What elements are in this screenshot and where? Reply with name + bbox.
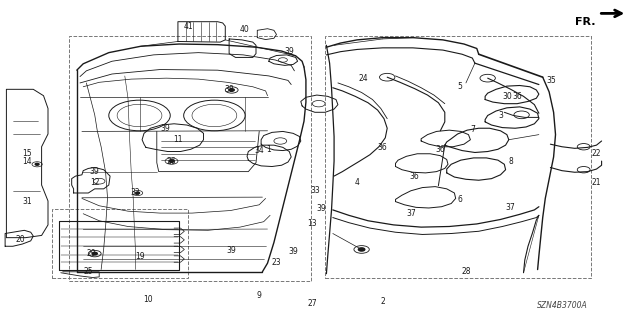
Text: 11: 11 [173,135,182,144]
Text: 37: 37 [506,204,516,212]
Circle shape [229,89,234,91]
Text: 36: 36 [512,92,522,101]
Text: SZN4B3700A: SZN4B3700A [536,301,588,310]
Text: 35: 35 [547,76,557,85]
Text: 1: 1 [266,145,271,154]
Text: 36: 36 [435,145,445,154]
Text: 37: 37 [406,209,416,218]
Text: 14: 14 [22,157,32,166]
Text: 39: 39 [284,47,294,56]
Text: 36: 36 [410,172,420,181]
Text: 21: 21 [592,178,601,187]
Text: 39: 39 [316,204,326,213]
Bar [69,36,311,281]
Text: 26: 26 [166,157,177,166]
Text: 19: 19 [134,252,145,261]
Text: 13: 13 [307,219,317,228]
Text: 5: 5 [457,82,462,91]
Text: 40: 40 [239,25,250,34]
Text: 15: 15 [22,149,32,158]
Text: 10: 10 [143,295,154,304]
Text: 4: 4 [355,178,360,187]
Text: 12: 12 [90,178,99,187]
Text: 22: 22 [592,149,601,158]
Text: 2: 2 [380,297,385,306]
Text: 7: 7 [470,125,475,134]
Text: 32: 32 [131,189,141,197]
Text: 8: 8 [508,157,513,166]
Text: 28: 28 [461,267,470,276]
Text: 31: 31 [22,197,32,206]
Circle shape [136,192,140,194]
Text: 9: 9 [256,291,261,300]
Circle shape [92,252,97,255]
Text: 20: 20 [15,235,26,244]
Text: 25: 25 [83,267,93,276]
Text: 41: 41 [184,22,194,31]
Text: 24: 24 [358,74,369,83]
Text: 38: 38 [224,85,234,94]
Circle shape [35,163,39,165]
Bar [52,209,188,278]
Text: 30: 30 [502,92,512,101]
Text: 3: 3 [498,111,503,120]
Text: 39: 39 [227,246,237,255]
Text: 6: 6 [457,195,462,204]
Text: FR.: FR. [575,17,595,26]
Text: 36: 36 [378,143,388,152]
Circle shape [358,248,365,251]
Circle shape [169,160,174,162]
Text: 39: 39 [90,167,100,176]
Bar [325,36,591,278]
Text: 33: 33 [310,186,320,195]
Text: 29: 29 [86,249,96,258]
Text: 39: 39 [288,247,298,256]
Text: 39: 39 [160,124,170,133]
Text: 27: 27 [307,299,317,308]
Text: 34: 34 [254,146,264,155]
Text: 23: 23 [271,258,282,267]
